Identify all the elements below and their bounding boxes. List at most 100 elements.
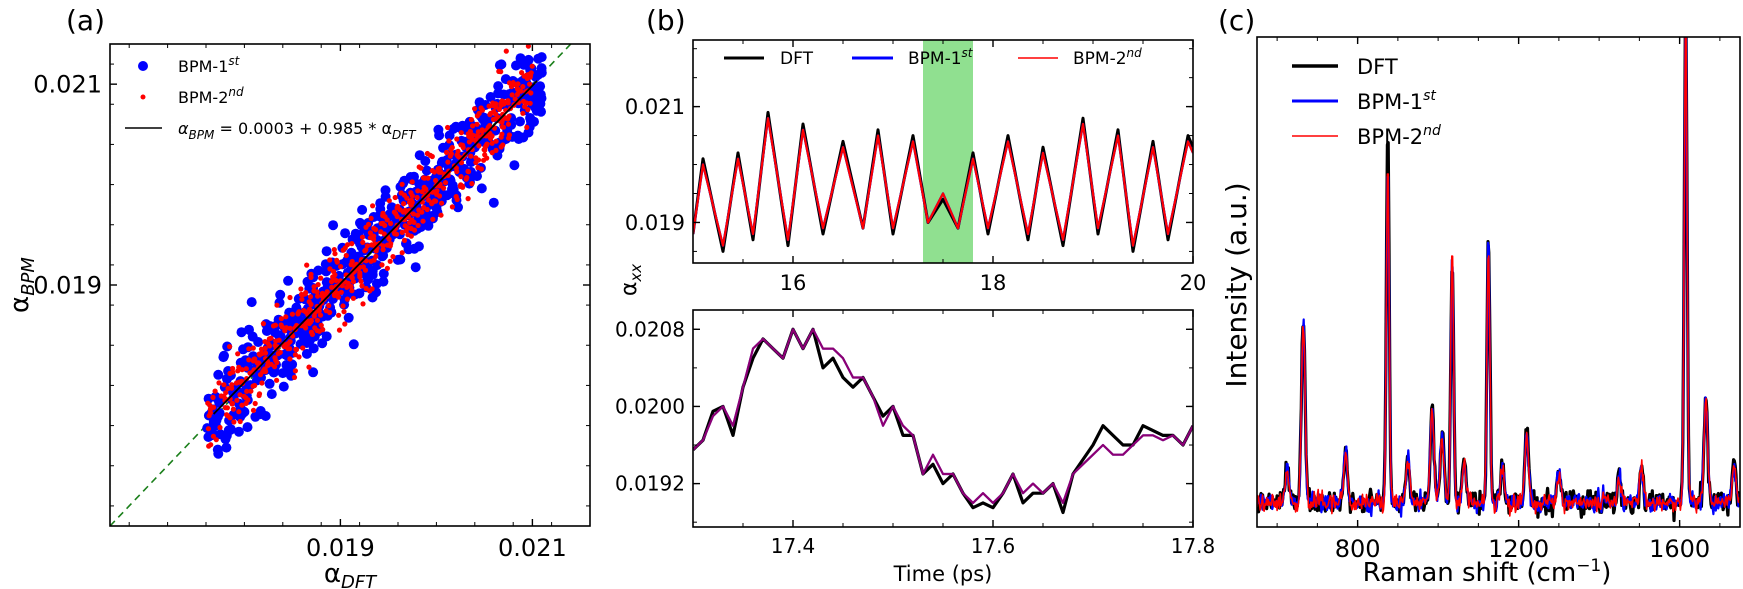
scatter-point	[534, 92, 545, 103]
scatter-point	[250, 345, 256, 351]
legend-fit-text: = 0.0003 + 0.985 * α	[214, 119, 392, 138]
scatter-point	[272, 364, 278, 370]
scatter-point	[292, 368, 298, 374]
scatter-point	[342, 289, 353, 300]
scatter-point	[304, 262, 310, 268]
scatter-point	[357, 204, 368, 215]
scatter-point	[447, 180, 458, 191]
scatter-point	[433, 124, 444, 135]
scatter-point	[408, 190, 414, 196]
scatter-point	[506, 80, 513, 86]
scatter-point	[246, 346, 252, 352]
scatter-point	[498, 69, 504, 75]
legend-label-bpm1-c: BPM-1st	[1357, 88, 1436, 114]
panel-a-plot-area	[110, 44, 572, 526]
scatter-point	[454, 136, 460, 142]
y-tick-label: 0.021	[625, 95, 685, 119]
panel-b-top-plot-area	[693, 40, 1193, 263]
scatter-point	[519, 70, 525, 76]
scatter-point	[301, 348, 312, 359]
scatter-point	[443, 149, 450, 155]
scatter-point	[399, 181, 405, 187]
scatter-point	[335, 294, 341, 300]
scatter-point	[478, 105, 484, 111]
scatter-point	[499, 119, 505, 125]
scatter-point	[382, 214, 388, 220]
scatter-point	[349, 288, 355, 294]
scatter-point	[260, 321, 266, 327]
panel-c: (c) 800 1200 1600 Raman shift (cm−1) Inten…	[1218, 4, 1741, 588]
scatter-point	[298, 286, 304, 292]
legend-label-bpm1-b: BPM-1st	[908, 46, 974, 69]
legend-label-bpm1-b-sup: st	[962, 46, 974, 60]
scatter-point	[488, 135, 494, 142]
scatter-point	[210, 433, 216, 439]
scatter-point	[493, 111, 499, 117]
scatter-point	[367, 230, 373, 236]
scatter-point	[474, 121, 480, 127]
scatter-point	[391, 209, 397, 215]
legend-label-dft-b: DFT	[780, 49, 814, 69]
scatter-point	[434, 191, 440, 197]
scatter-point	[445, 159, 451, 165]
panel-a-ylabel: αBPM	[5, 257, 39, 313]
scatter-point	[336, 327, 343, 333]
highlight-band	[923, 40, 973, 263]
scatter-point	[379, 262, 385, 268]
scatter-point	[529, 63, 535, 69]
scatter-point	[222, 373, 232, 384]
x-tick-label: 800	[1335, 535, 1381, 563]
scatter-point	[382, 222, 388, 228]
scatter-point	[399, 229, 405, 235]
panel-c-legend: DFT BPM-1st BPM-2nd	[1292, 55, 1441, 149]
scatter-point	[293, 346, 299, 352]
scatter-point	[316, 308, 322, 314]
scatter-point	[239, 367, 245, 373]
scatter-point	[518, 132, 529, 143]
scatter-point	[527, 100, 533, 106]
scatter-point	[340, 303, 346, 309]
scatter-point	[326, 303, 332, 309]
scatter-point	[399, 250, 405, 256]
scatter-point	[387, 243, 393, 249]
scatter-point	[436, 165, 442, 171]
scatter-point	[237, 392, 243, 398]
scatter-point	[278, 322, 284, 328]
legend-label-bpm1-c-sup: st	[1423, 88, 1436, 104]
legend-label-bpm2: BPM-2nd	[178, 85, 244, 107]
scatter-point	[413, 241, 424, 252]
scatter-point	[474, 133, 480, 139]
scatter-point	[463, 176, 469, 182]
y-tick-label: 0.021	[33, 71, 102, 99]
scatter-point	[287, 294, 293, 301]
scatter-point	[371, 233, 377, 239]
panel-a-xlabel-sub: DFT	[341, 572, 378, 589]
panel-c-ylabel: Intensity (a.u.)	[1220, 182, 1253, 387]
scatter-point	[485, 92, 496, 102]
scatter-point	[312, 325, 318, 331]
scatter-point	[360, 239, 366, 245]
scatter-point	[319, 293, 325, 299]
scatter-point	[266, 389, 277, 400]
scatter-point	[275, 351, 281, 357]
scatter-point	[419, 209, 425, 215]
scatter-point	[210, 409, 221, 420]
scatter-point	[316, 328, 322, 334]
scatter-point	[515, 53, 526, 64]
scatter-point	[520, 84, 526, 90]
scatter-point	[274, 302, 280, 308]
scatter-point	[414, 150, 425, 161]
scatter-point	[420, 218, 426, 224]
scatter-point	[307, 306, 313, 312]
line-series-BPM-2nd	[693, 328, 1193, 504]
scatter-point	[441, 185, 447, 191]
scatter-point	[252, 382, 258, 389]
panel-b-bottom-plot-area	[693, 327, 1193, 515]
scatter-point	[378, 268, 389, 279]
scatter-point	[264, 378, 275, 389]
scatter-point	[360, 264, 366, 270]
scatter-point	[308, 367, 319, 378]
scatter-point	[274, 377, 280, 383]
scatter-point	[371, 257, 377, 263]
scatter-point	[381, 231, 387, 237]
